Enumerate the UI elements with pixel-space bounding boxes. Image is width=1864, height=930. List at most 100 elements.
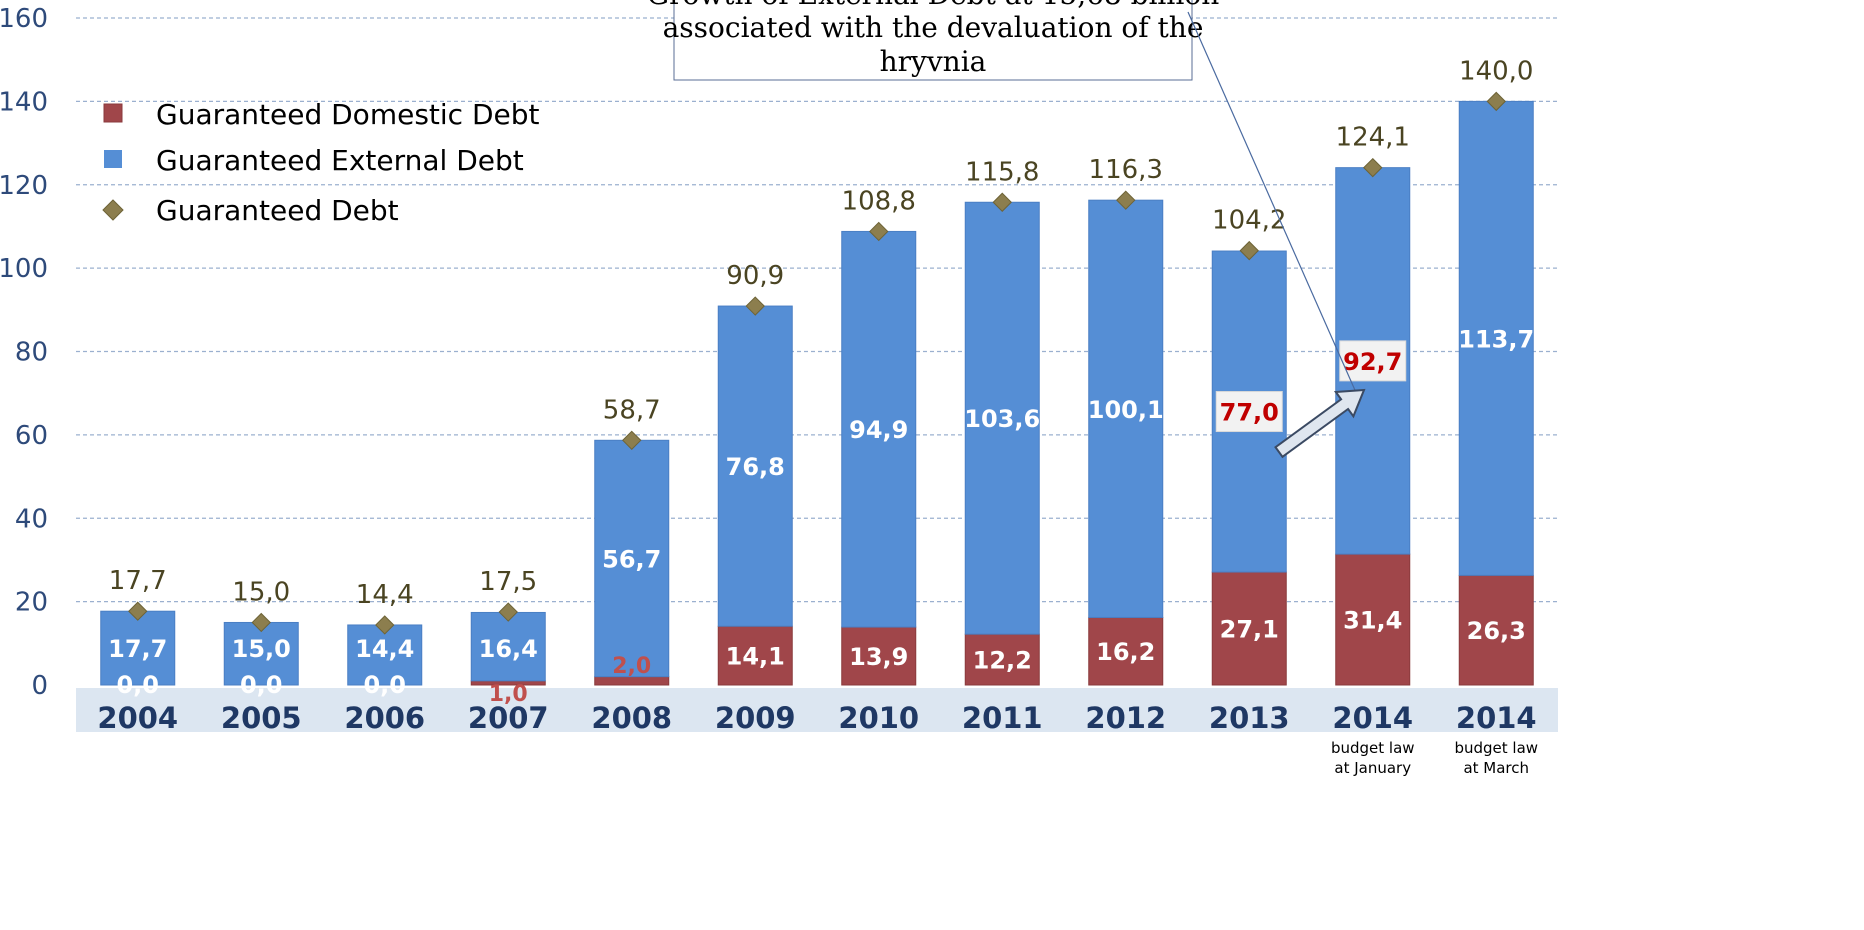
total-marker [498, 602, 518, 622]
bar-external [1458, 100, 1534, 576]
total-value-label: 17,7 [109, 566, 167, 596]
external-value-label: 94,9 [849, 416, 908, 444]
external-value-label: 56,7 [602, 545, 661, 573]
y-tick-label: 40 [15, 504, 48, 534]
bar-domestic [841, 626, 917, 686]
external-value-label: 113,7 [1458, 325, 1534, 353]
domestic-value-label: 0,0 [363, 671, 406, 699]
total-marker [869, 221, 889, 242]
domestic-value-label: 0,0 [116, 671, 159, 699]
y-tick-label: 0 [31, 671, 48, 701]
domestic-value-label: 0,0 [240, 671, 283, 699]
total-value-label: 58,7 [603, 395, 661, 425]
category-sublabel: budget law [1454, 739, 1538, 757]
domestic-value-label: 27,1 [1220, 616, 1279, 644]
total-value-label: 108,8 [842, 186, 916, 216]
category-sublabel: at March [1463, 759, 1529, 777]
external-value-label: 92,7 [1343, 348, 1402, 376]
bar-external [841, 230, 917, 628]
callout-box [673, 0, 1193, 81]
category-label: 2014 [1332, 701, 1413, 735]
highlight-label-box [1215, 391, 1283, 433]
category-axis-band [76, 688, 1558, 732]
domestic-value-label: 13,9 [849, 643, 908, 671]
category-label: 2009 [715, 701, 796, 735]
total-value-label: 15,0 [232, 577, 290, 607]
external-value-label: 100,1 [1088, 396, 1164, 424]
highlight-label-box [1339, 340, 1407, 382]
category-label: 2004 [97, 701, 178, 735]
domestic-value-label: 1,0 [489, 682, 528, 707]
external-value-label: 103,6 [964, 405, 1040, 433]
y-tick-label: 140 [0, 87, 48, 117]
category-label: 2013 [1209, 701, 1290, 735]
category-label: 2006 [344, 701, 425, 735]
domestic-value-label: 2,0 [612, 654, 651, 679]
callout-pointer [1187, 11, 1359, 398]
annotation-callout: Growth of External Debt at 15,68 billion… [647, 0, 1366, 459]
y-tick-label: 120 [0, 171, 48, 201]
domestic-value-label: 26,3 [1467, 617, 1526, 645]
category-label: 2011 [962, 701, 1043, 735]
total-marker [1239, 240, 1259, 261]
y-tick-label: 20 [15, 588, 48, 618]
total-value-label: 140,0 [1459, 56, 1533, 86]
category-label: 2014 [1456, 701, 1537, 735]
total-marker [128, 601, 148, 621]
bar-external [717, 305, 793, 627]
bar-external [470, 611, 546, 682]
bar-domestic [1211, 571, 1287, 686]
legend-swatch-external [104, 150, 122, 168]
external-value-label: 77,0 [1220, 399, 1279, 427]
category-label: 2005 [221, 701, 302, 735]
category-sublabel: at January [1334, 759, 1411, 777]
total-value-label: 17,5 [479, 567, 537, 597]
bar-external [223, 621, 299, 686]
domestic-value-label: 31,4 [1343, 607, 1402, 635]
legend-label: Guaranteed External Debt [156, 144, 524, 177]
legend: Guaranteed Domestic Debt Guaranteed Exter… [102, 98, 540, 227]
callout-line: hryvnia [880, 45, 987, 78]
bar-external [1088, 199, 1164, 618]
category-label: 2012 [1085, 701, 1166, 735]
total-marker [992, 192, 1012, 212]
total-value-label: 124,1 [1336, 123, 1410, 153]
total-marker [1363, 157, 1383, 178]
total-marker [375, 615, 395, 635]
external-value-label: 76,8 [726, 453, 785, 481]
domestic-value-label: 16,2 [1096, 638, 1155, 666]
total-marker [1116, 190, 1136, 210]
total-marker [622, 430, 642, 451]
bar-external [100, 610, 176, 686]
domestic-value-label: 14,1 [726, 643, 785, 671]
external-value-label: 16,4 [479, 635, 538, 663]
legend-label: Guaranteed Domestic Debt [156, 98, 540, 131]
y-tick-label: 60 [15, 421, 48, 451]
y-tick-label: 80 [15, 338, 48, 368]
total-value-label: 90,9 [726, 261, 784, 291]
external-value-label: 17,7 [108, 635, 167, 663]
legend-label: Guaranteed Debt [156, 194, 399, 227]
total-marker [1486, 91, 1506, 112]
legend-swatch-domestic [103, 103, 123, 123]
domestic-value-label: 12,2 [973, 647, 1032, 675]
total-marker [745, 296, 765, 316]
total-value-label: 115,8 [965, 157, 1039, 187]
y-tick-label: 100 [0, 254, 48, 284]
legend-marker-total [102, 199, 124, 221]
category-label: 2010 [838, 701, 919, 735]
total-value-label: 116,3 [1089, 155, 1163, 185]
bar-domestic [717, 625, 793, 686]
total-value-label: 104,2 [1212, 206, 1286, 236]
bar-domestic [1335, 553, 1411, 686]
bar-external [964, 201, 1040, 635]
growth-arrow [1274, 388, 1366, 459]
bar-domestic [1458, 574, 1534, 686]
category-label: 2008 [591, 701, 672, 735]
callout-line: Growth of External Debt at 15,68 billion [647, 0, 1220, 11]
callout-line: associated with the devaluation of the [663, 11, 1204, 44]
external-value-label: 14,4 [355, 635, 414, 663]
external-value-label: 15,0 [232, 635, 291, 663]
bar-domestic [964, 633, 1040, 686]
